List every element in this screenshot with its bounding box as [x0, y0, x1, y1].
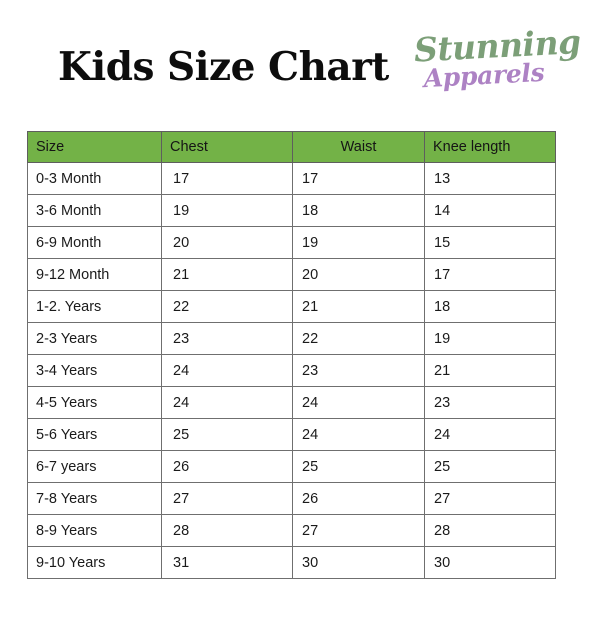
- cell-knee-length: 24: [424, 418, 556, 451]
- cell-waist: 22: [292, 322, 425, 355]
- cell-size: 3-6 Month: [27, 194, 162, 227]
- cell-size: 9-10 Years: [27, 546, 162, 579]
- cell-chest: 24: [161, 386, 293, 419]
- cell-chest: 23: [161, 322, 293, 355]
- table-row: 3-4 Years 24 23 21: [27, 354, 556, 387]
- table-body: 0-3 Month 17 17 13 3-6 Month 19 18 14 6-…: [27, 162, 556, 579]
- cell-chest: 24: [161, 354, 293, 387]
- cell-size: 8-9 Years: [27, 514, 162, 547]
- brand-logo-line-apparels: Apparels: [422, 57, 546, 93]
- cell-waist: 20: [292, 258, 425, 291]
- cell-knee-length: 21: [424, 354, 556, 387]
- cell-chest: 31: [161, 546, 293, 579]
- table-row: 1-2. Years 22 21 18: [27, 290, 556, 323]
- cell-knee-length: 13: [424, 162, 556, 195]
- table-header-row: Size Chest Waist Knee length: [27, 131, 556, 163]
- table-header: Size Chest Waist Knee length: [27, 131, 556, 163]
- cell-waist: 25: [292, 450, 425, 483]
- table-row: 9-12 Month 21 20 17: [27, 258, 556, 291]
- cell-knee-length: 14: [424, 194, 556, 227]
- table-row: 6-7 years 26 25 25: [27, 450, 556, 483]
- cell-size: 3-4 Years: [27, 354, 162, 387]
- table-row: 4-5 Years 24 24 23: [27, 386, 556, 419]
- cell-chest: 26: [161, 450, 293, 483]
- cell-knee-length: 30: [424, 546, 556, 579]
- table-row: 2-3 Years 23 22 19: [27, 322, 556, 355]
- cell-knee-length: 28: [424, 514, 556, 547]
- cell-chest: 28: [161, 514, 293, 547]
- cell-waist: 18: [292, 194, 425, 227]
- page-title: Kids Size Chart: [58, 44, 389, 90]
- cell-chest: 27: [161, 482, 293, 515]
- cell-waist: 21: [292, 290, 425, 323]
- cell-knee-length: 17: [424, 258, 556, 291]
- cell-knee-length: 15: [424, 226, 556, 259]
- table-row: 6-9 Month 20 19 15: [27, 226, 556, 259]
- cell-size: 6-7 years: [27, 450, 162, 483]
- cell-chest: 20: [161, 226, 293, 259]
- cell-chest: 19: [161, 194, 293, 227]
- cell-knee-length: 27: [424, 482, 556, 515]
- column-header-size: Size: [27, 131, 162, 163]
- cell-size: 6-9 Month: [27, 226, 162, 259]
- cell-knee-length: 25: [424, 450, 556, 483]
- column-header-waist: Waist: [292, 131, 425, 163]
- table-row: 5-6 Years 25 24 24: [27, 418, 556, 451]
- table-row: 3-6 Month 19 18 14: [27, 194, 556, 227]
- column-header-chest: Chest: [161, 131, 293, 163]
- table-row: 0-3 Month 17 17 13: [27, 162, 556, 195]
- cell-size: 4-5 Years: [27, 386, 162, 419]
- cell-knee-length: 18: [424, 290, 556, 323]
- cell-waist: 17: [292, 162, 425, 195]
- cell-knee-length: 19: [424, 322, 556, 355]
- column-header-knee-length: Knee length: [424, 131, 556, 163]
- cell-waist: 30: [292, 546, 425, 579]
- cell-chest: 21: [161, 258, 293, 291]
- cell-waist: 19: [292, 226, 425, 259]
- cell-size: 9-12 Month: [27, 258, 162, 291]
- cell-chest: 22: [161, 290, 293, 323]
- table-row: 7-8 Years 27 26 27: [27, 482, 556, 515]
- page-header: Kids Size Chart Stunning Apparels: [0, 0, 600, 131]
- cell-waist: 26: [292, 482, 425, 515]
- cell-waist: 24: [292, 386, 425, 419]
- size-chart-table: Size Chest Waist Knee length 0-3 Month 1…: [27, 131, 556, 579]
- cell-waist: 23: [292, 354, 425, 387]
- table-row: 8-9 Years 28 27 28: [27, 514, 556, 547]
- cell-waist: 24: [292, 418, 425, 451]
- cell-size: 0-3 Month: [27, 162, 162, 195]
- cell-size: 5-6 Years: [27, 418, 162, 451]
- cell-chest: 17: [161, 162, 293, 195]
- cell-size: 7-8 Years: [27, 482, 162, 515]
- size-chart-table-container: Size Chest Waist Knee length 0-3 Month 1…: [27, 131, 556, 579]
- brand-logo: Stunning Apparels: [413, 22, 581, 112]
- cell-size: 2-3 Years: [27, 322, 162, 355]
- cell-size: 1-2. Years: [27, 290, 162, 323]
- cell-knee-length: 23: [424, 386, 556, 419]
- cell-chest: 25: [161, 418, 293, 451]
- table-row: 9-10 Years 31 30 30: [27, 546, 556, 579]
- cell-waist: 27: [292, 514, 425, 547]
